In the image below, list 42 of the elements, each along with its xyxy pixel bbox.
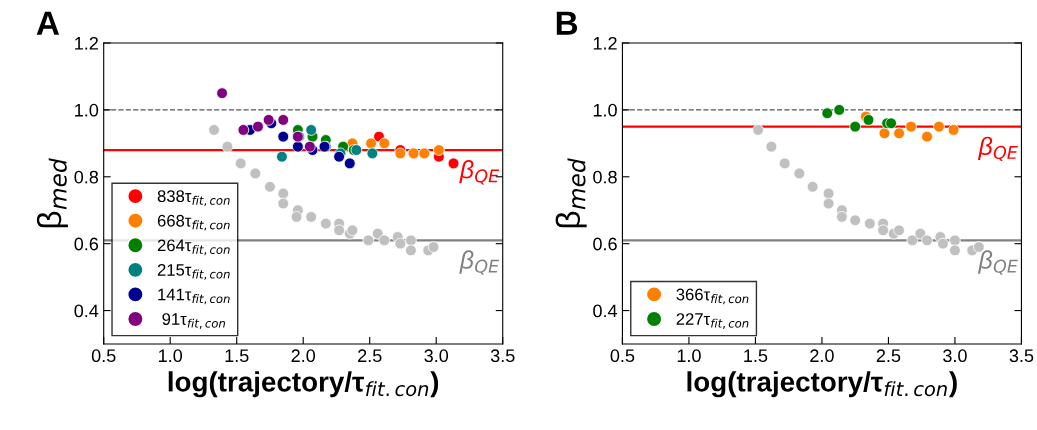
x-tick-label: 1.0	[159, 349, 183, 363]
y-axis-title: β$_{med}$	[555, 158, 587, 228]
y-tick-label: 1.2	[75, 36, 98, 50]
y-tick-label: 0.4	[593, 304, 618, 318]
ref-line-label: β$_{QE}$	[977, 136, 1018, 162]
y-tick-label: 1.0	[593, 103, 617, 117]
x-tick-label: 3.0	[943, 349, 967, 363]
ref-line-label: β$_{QE}$	[977, 250, 1018, 275]
legend-label: 91τ$_{fit,con}$	[162, 313, 225, 329]
x-tick-label: 0.5	[610, 349, 635, 363]
y-tick-label: 0.8	[593, 170, 617, 184]
legend-label: 215τ$_{fit,con}$	[157, 264, 230, 280]
x-axis-title: log(trajectory/τ$_{fit.con}$)	[168, 371, 439, 398]
ref-line-label: β$_{QE}$	[459, 160, 500, 185]
x-tick-label: 1.5	[744, 349, 768, 363]
x-tick-label: 0.5	[91, 349, 116, 363]
y-tick-label: 0.6	[593, 237, 617, 251]
legend-label: 668τ$_{fit,con}$	[157, 214, 230, 231]
legend-label: 227τ$_{fit,con}$	[676, 313, 749, 329]
x-tick-label: 3.5	[490, 349, 515, 363]
y-tick-label: 1.0	[75, 103, 99, 117]
y-tick-label: 1.2	[593, 36, 617, 50]
x-tick-label: 2.5	[876, 349, 901, 363]
chart-title: A	[36, 11, 60, 35]
x-tick-label: 1.0	[677, 349, 701, 363]
y-tick-label: 0.6	[74, 237, 99, 251]
x-tick-label: 2.0	[810, 349, 834, 363]
x-tick-label: 2.5	[358, 349, 382, 363]
y-tick-label: 0.8	[74, 170, 99, 184]
x-tick-label: 2.0	[291, 349, 316, 363]
y-axis-title: β$_{med}$	[36, 158, 68, 228]
legend-label: 838τ$_{fit,con}$	[157, 190, 230, 206]
legend-label: 264τ$_{fit,con}$	[157, 239, 230, 256]
ref-line-label: β$_{QE}$	[459, 250, 500, 275]
y-tick-label: 0.4	[74, 304, 99, 318]
legend-label: 366τ$_{fit,con}$	[676, 288, 749, 305]
legend-label: 141τ$_{fit,con}$	[158, 288, 230, 305]
x-axis-title: log(trajectory/τ$_{fit.con}$)	[687, 371, 957, 398]
x-tick-label: 1.5	[225, 349, 249, 363]
x-tick-label: 3.5	[1009, 349, 1034, 363]
chart-title: B	[556, 11, 578, 35]
x-tick-label: 3.0	[424, 349, 449, 363]
